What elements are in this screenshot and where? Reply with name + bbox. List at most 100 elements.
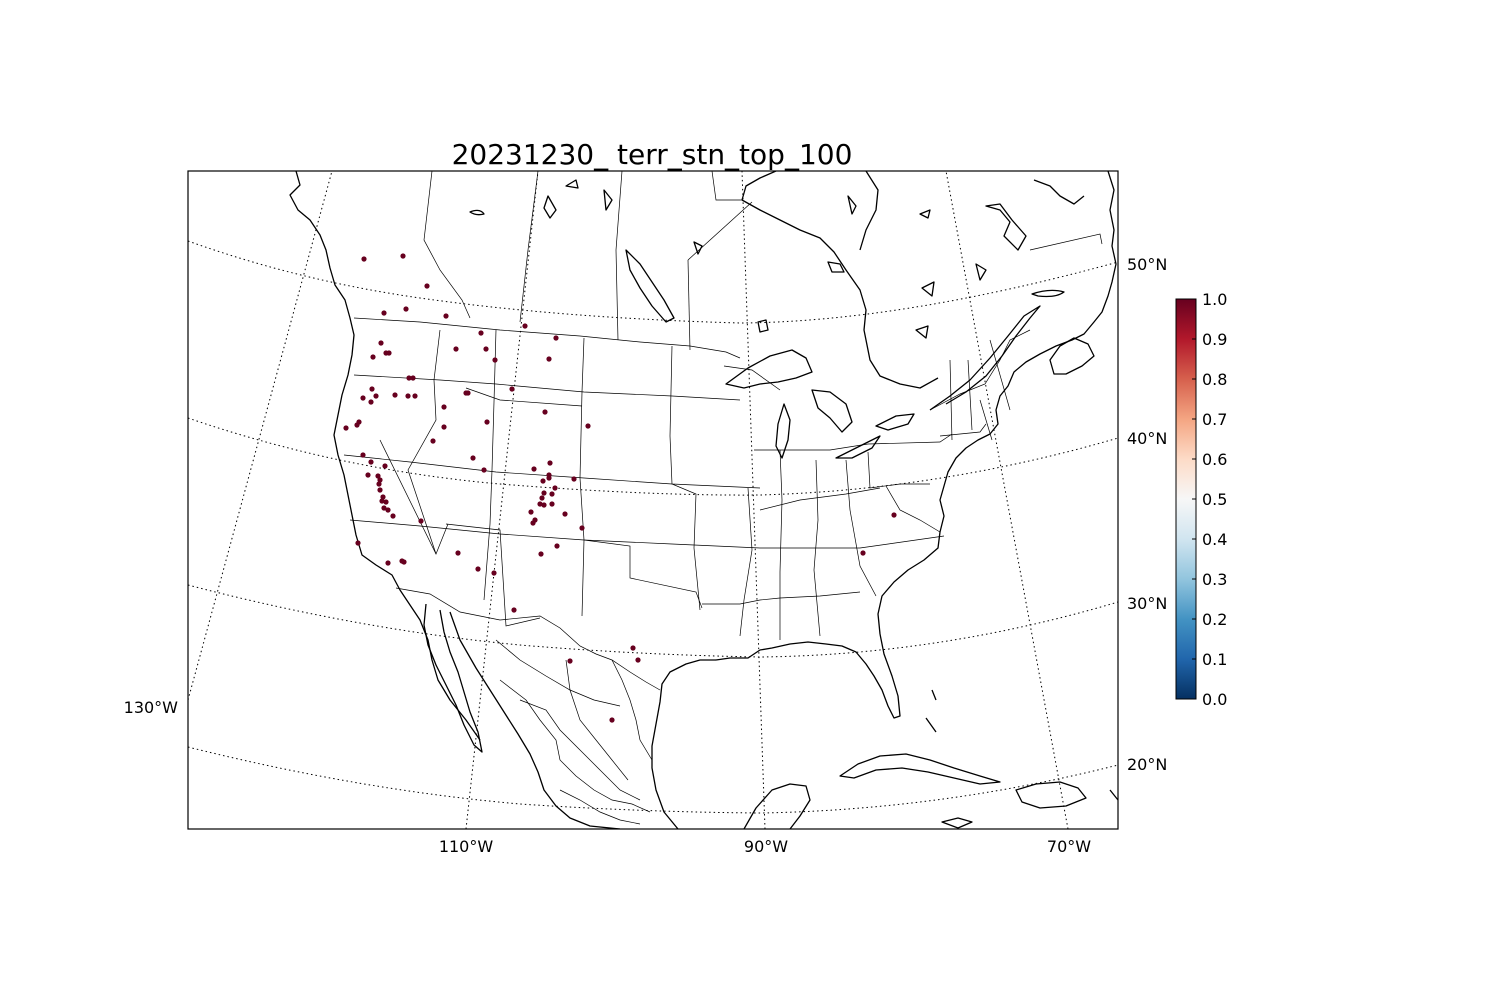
station-marker <box>369 386 375 392</box>
station-marker <box>465 390 471 396</box>
station-marker <box>443 313 449 319</box>
station-marker <box>424 283 430 289</box>
station-marker <box>562 511 568 517</box>
station-marker <box>546 475 552 481</box>
station-marker <box>478 330 484 336</box>
station-marker <box>360 395 366 401</box>
station-marker <box>553 335 559 341</box>
station-marker <box>383 499 389 505</box>
station-marker <box>390 513 396 519</box>
station-marker <box>365 472 371 478</box>
station-marker <box>635 657 641 663</box>
borders <box>343 171 1103 825</box>
parallel-40 <box>188 417 1118 496</box>
station-marker <box>405 393 411 399</box>
station-marker <box>549 501 555 507</box>
station-marker <box>370 354 376 360</box>
station-marker <box>554 543 560 549</box>
station-marker <box>455 550 461 556</box>
station-marker <box>361 256 367 262</box>
station-marker <box>491 570 497 576</box>
lat-label-40n: 40°N <box>1127 429 1167 448</box>
station-marker <box>375 473 381 479</box>
station-marker <box>360 452 366 458</box>
map-title: 20231230_ terr_stn_top_100 <box>452 138 853 171</box>
station-marker <box>382 463 388 469</box>
station-marker <box>547 460 553 466</box>
colorbar-tick-label: 0.4 <box>1202 530 1227 549</box>
station-marker <box>470 455 476 461</box>
station-marker <box>343 425 349 431</box>
colorbar-tick-label: 1.0 <box>1202 290 1227 309</box>
colorbar-tick-label: 0.5 <box>1202 490 1227 509</box>
station-marker <box>537 501 543 507</box>
station-marker <box>453 346 459 352</box>
meridian-90w <box>741 171 766 829</box>
station-marker <box>630 645 636 651</box>
station-marker <box>539 495 545 501</box>
station-marker <box>381 505 387 511</box>
lon-label-70w: 70°W <box>1047 837 1091 856</box>
parallel-30 <box>188 584 1118 658</box>
station-marker <box>481 467 487 473</box>
station-marker <box>385 560 391 566</box>
station-marker <box>410 375 416 381</box>
station-marker <box>549 491 555 497</box>
station-markers <box>343 253 897 723</box>
map-frame <box>187 170 1119 830</box>
station-marker <box>381 310 387 316</box>
station-marker <box>378 340 384 346</box>
colorbar-tick-label: 0.6 <box>1202 450 1227 469</box>
station-marker <box>377 477 383 483</box>
meridian-130w <box>188 171 333 701</box>
station-marker <box>609 717 615 723</box>
station-marker <box>552 485 558 491</box>
station-marker <box>400 253 406 259</box>
lat-label-50n: 50°N <box>1127 255 1167 274</box>
colorbar-tick-label: 0.7 <box>1202 410 1227 429</box>
station-marker <box>484 419 490 425</box>
station-marker <box>441 404 447 410</box>
parallel-20 <box>188 746 1118 814</box>
station-marker <box>579 525 585 531</box>
station-marker <box>385 507 391 513</box>
station-marker <box>377 487 383 493</box>
station-marker <box>860 550 866 556</box>
station-marker <box>376 481 382 487</box>
parallel-50 <box>188 240 1118 324</box>
station-marker <box>540 478 546 484</box>
station-marker <box>891 512 897 518</box>
station-marker <box>567 658 573 664</box>
colorbar-tick-label: 0.1 <box>1202 650 1227 669</box>
colorbar-tick-label: 0.9 <box>1202 330 1227 349</box>
lat-label-30n: 30°N <box>1127 594 1167 613</box>
station-marker <box>368 399 374 405</box>
station-marker <box>386 350 392 356</box>
station-marker <box>530 520 536 526</box>
colorbar-tick-label: 0.8 <box>1202 370 1227 389</box>
lon-label-130w: 130°W <box>124 698 179 717</box>
station-marker <box>392 392 398 398</box>
station-marker <box>546 356 552 362</box>
colorbar-tick-label: 0.2 <box>1202 610 1227 629</box>
colorbar: 0.0 0.1 0.2 0.3 0.4 0.5 0.6 0.7 0.8 0.9 1.0 <box>1175 290 1227 709</box>
map-area <box>188 171 1118 829</box>
colorbar-tick-label: 0.0 <box>1202 690 1227 709</box>
station-marker <box>509 386 515 392</box>
station-marker <box>354 422 360 428</box>
station-marker <box>379 498 385 504</box>
station-marker <box>531 466 537 472</box>
station-marker <box>528 509 534 515</box>
station-marker <box>406 375 412 381</box>
colorbar-ticks: 0.0 0.1 0.2 0.3 0.4 0.5 0.6 0.7 0.8 0.9 1.0 <box>1192 290 1227 709</box>
station-marker <box>401 559 407 565</box>
station-marker <box>522 323 528 329</box>
station-marker <box>430 438 436 444</box>
station-marker <box>483 346 489 352</box>
station-marker <box>412 393 418 399</box>
station-marker <box>511 607 517 613</box>
station-marker <box>355 540 361 546</box>
station-marker <box>441 424 447 430</box>
meridian-70w <box>945 171 1069 829</box>
